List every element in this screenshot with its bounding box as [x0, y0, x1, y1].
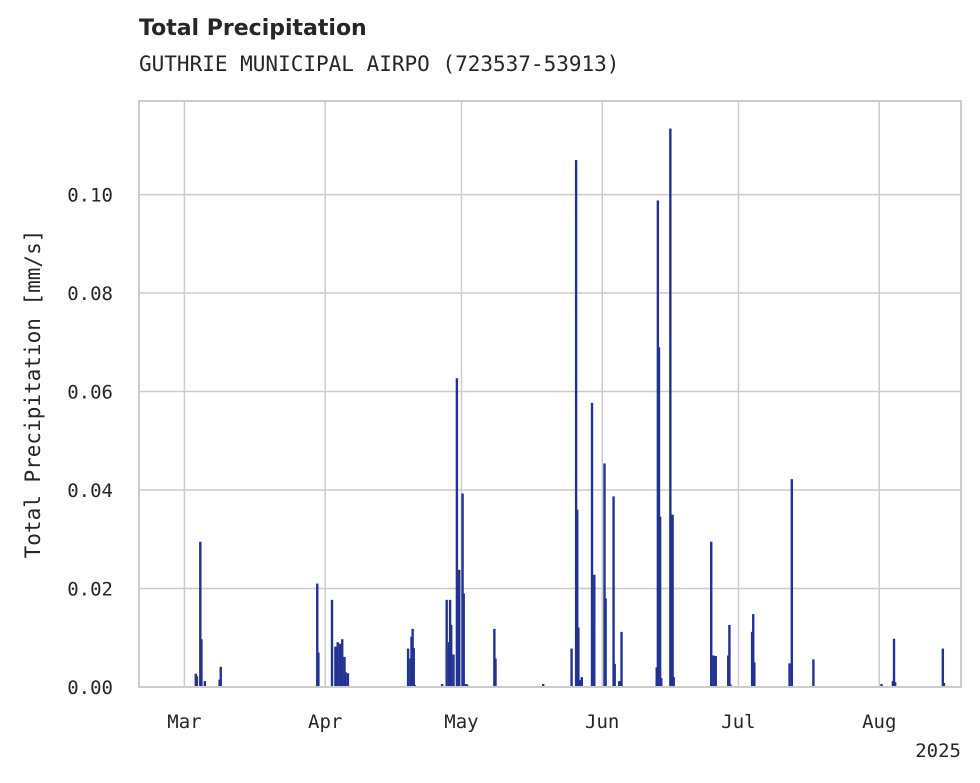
- precip-bar: [669, 128, 672, 687]
- y-tick-label: 0.10: [67, 185, 113, 207]
- precip-bar: [612, 496, 615, 687]
- precip-bar: [195, 676, 199, 687]
- chart-subtitle: GUTHRIE MUNICIPAL AIRPO (723537-53913): [139, 52, 620, 76]
- precip-bar: [790, 479, 794, 687]
- precip-bar: [330, 599, 334, 687]
- x-axis-ticks: Mar Apr May Jun Jul Aug: [167, 711, 896, 733]
- precip-bar: [450, 624, 453, 687]
- chart-title: Total Precipitation: [139, 16, 367, 41]
- precip-bar: [593, 574, 596, 687]
- y-tick-label: 0.08: [67, 283, 113, 305]
- y-axis-label: Total Precipitation [mm/s]: [21, 230, 45, 559]
- precip-bar: [590, 402, 594, 687]
- precip-bar: [942, 683, 946, 687]
- precip-bar: [729, 684, 732, 687]
- precip-bar: [788, 663, 791, 687]
- precip-bar: [574, 160, 578, 688]
- x-tick-label: Mar: [167, 711, 201, 733]
- precip-bar: [412, 648, 415, 687]
- precip-bar: [672, 677, 675, 687]
- precip-bar: [660, 678, 663, 687]
- precip-bar: [465, 684, 469, 687]
- precip-bar: [203, 681, 207, 687]
- precip-bar: [341, 639, 344, 687]
- x-tick-label: Aug: [862, 711, 896, 733]
- precip-bar: [219, 666, 222, 687]
- x-axis-year-label: 2025: [915, 740, 961, 762]
- y-axis-ticks: 0.00 0.02 0.04 0.06 0.08 0.10: [67, 185, 113, 699]
- precip-bar: [604, 598, 607, 687]
- precip-bar: [570, 648, 573, 687]
- precip-bar: [346, 673, 350, 687]
- precip-bar: [712, 655, 715, 687]
- precipitation-bars: [194, 128, 946, 688]
- grid-lines: [139, 101, 961, 687]
- precip-bar: [461, 493, 464, 687]
- precip-bar: [893, 682, 897, 687]
- precip-bar: [710, 541, 713, 687]
- precip-bar: [199, 541, 202, 687]
- precip-bar: [406, 648, 410, 687]
- x-tick-label: May: [444, 711, 478, 733]
- precip-bar: [577, 627, 580, 687]
- precip-bar: [316, 583, 319, 687]
- precip-bar: [317, 652, 320, 687]
- x-tick-label: Jun: [585, 711, 619, 733]
- precip-bar: [892, 638, 896, 687]
- precip-bar: [941, 648, 945, 687]
- precip-bar: [620, 631, 623, 687]
- precip-bar: [714, 655, 717, 687]
- precip-bar: [493, 628, 496, 687]
- precip-bar: [334, 646, 337, 687]
- x-tick-label: Apr: [308, 711, 342, 733]
- precip-bar: [603, 463, 606, 687]
- plot-frame: [138, 100, 962, 688]
- x-tick-label: Jul: [721, 711, 755, 733]
- precip-bar: [452, 654, 455, 687]
- precip-bar: [812, 659, 815, 687]
- precip-bar: [613, 663, 616, 687]
- precip-bar: [338, 643, 342, 687]
- precip-bar: [343, 656, 346, 687]
- precip-bar: [576, 509, 579, 687]
- precip-bar: [336, 642, 339, 687]
- precip-bar: [344, 672, 347, 687]
- precip-bar: [445, 599, 448, 687]
- precip-bar: [880, 684, 883, 687]
- precip-bar: [752, 614, 755, 687]
- precip-bar: [728, 624, 731, 687]
- y-tick-label: 0.02: [67, 579, 113, 601]
- precip-bar: [618, 681, 621, 687]
- precip-bar: [440, 684, 444, 687]
- precip-bar: [457, 569, 461, 687]
- y-tick-label: 0.06: [67, 382, 113, 404]
- precip-bar: [580, 677, 583, 687]
- precip-bar: [455, 378, 459, 687]
- y-tick-label: 0.00: [67, 677, 113, 699]
- precip-bar: [200, 639, 203, 687]
- precip-bar: [753, 662, 756, 687]
- precip-bar: [658, 516, 662, 687]
- precip-bar: [462, 593, 465, 687]
- precip-bar: [494, 658, 497, 687]
- y-tick-label: 0.04: [67, 480, 113, 502]
- precip-bar: [671, 514, 674, 687]
- precip-bar: [541, 684, 545, 687]
